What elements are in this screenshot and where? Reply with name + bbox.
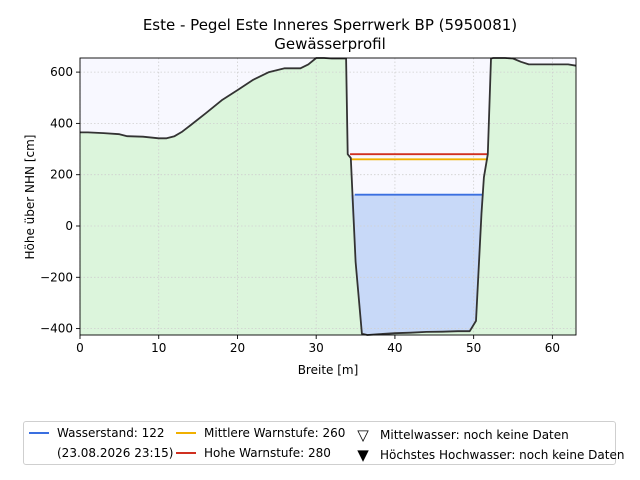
x-tick-label: 20 bbox=[230, 341, 245, 355]
x-tick-label: 0 bbox=[76, 341, 84, 355]
legend-swatch-hohe-warnstufe bbox=[176, 452, 196, 454]
ground-fill bbox=[80, 58, 576, 335]
axes-frame bbox=[79, 57, 577, 336]
chart-title: Este - Pegel Este Inneres Sperrwerk BP (… bbox=[143, 16, 517, 34]
legend-label-mittelwasser: Mittelwasser: noch keine Daten bbox=[380, 428, 569, 442]
y-tick-label: 0 bbox=[65, 219, 73, 233]
legend-label-wasserstand: Wasserstand: 122 bbox=[57, 426, 165, 440]
y-tick-label: 400 bbox=[50, 116, 73, 130]
legend-label-wasserstand-date: (23.08.2026 23:15) bbox=[57, 446, 174, 460]
chart-subtitle: Gewässerprofil bbox=[274, 35, 386, 53]
x-tick-label: 40 bbox=[387, 341, 402, 355]
legend-item-wasserstand: Wasserstand: 122 bbox=[29, 426, 165, 440]
y-axis-label: Höhe über NHN [cm] bbox=[23, 135, 37, 260]
triangle-down-filled-icon: ▼ bbox=[357, 446, 369, 464]
triangle-down-outline-icon: ▽ bbox=[357, 426, 369, 444]
legend-item-hoechstes-hochwasser: ▼ Höchstes Hochwasser: noch keine Daten bbox=[354, 446, 624, 464]
x-tick-label: 50 bbox=[466, 341, 481, 355]
legend-item-mittelwasser: ▽ Mittelwasser: noch keine Daten bbox=[354, 426, 569, 444]
legend-label-hoechstes-hochwasser: Höchstes Hochwasser: noch keine Daten bbox=[380, 448, 625, 462]
legend-item-hohe-warnstufe: Hohe Warnstufe: 280 bbox=[176, 446, 331, 460]
legend-swatch-mittlere-warnstufe bbox=[176, 432, 196, 434]
legend-swatch-wasserstand bbox=[29, 432, 49, 434]
legend-item-mittlere-warnstufe: Mittlere Warnstufe: 260 bbox=[176, 426, 345, 440]
y-tick-label: −200 bbox=[40, 270, 73, 284]
x-tick-label: 10 bbox=[151, 341, 166, 355]
plot-area: 0 10 20 30 40 50 60 −400 −200 0 200 400 600 bbox=[40, 57, 577, 355]
y-tick-label: 600 bbox=[50, 65, 73, 79]
legend: Wasserstand: 122 (23.08.2026 23:15) Mitt… bbox=[23, 421, 624, 465]
water-fill bbox=[350, 194, 484, 335]
legend-label-mittlere-warnstufe: Mittlere Warnstufe: 260 bbox=[204, 426, 346, 440]
y-tick-label: −400 bbox=[40, 322, 73, 336]
legend-item-wasserstand-date: (23.08.2026 23:15) bbox=[57, 446, 173, 460]
x-axis-label: Breite [m] bbox=[298, 363, 359, 377]
x-tick-label: 60 bbox=[545, 341, 560, 355]
legend-label-hohe-warnstufe: Hohe Warnstufe: 280 bbox=[204, 446, 331, 460]
y-tick-label: 200 bbox=[50, 168, 73, 182]
x-tick-label: 30 bbox=[309, 341, 324, 355]
